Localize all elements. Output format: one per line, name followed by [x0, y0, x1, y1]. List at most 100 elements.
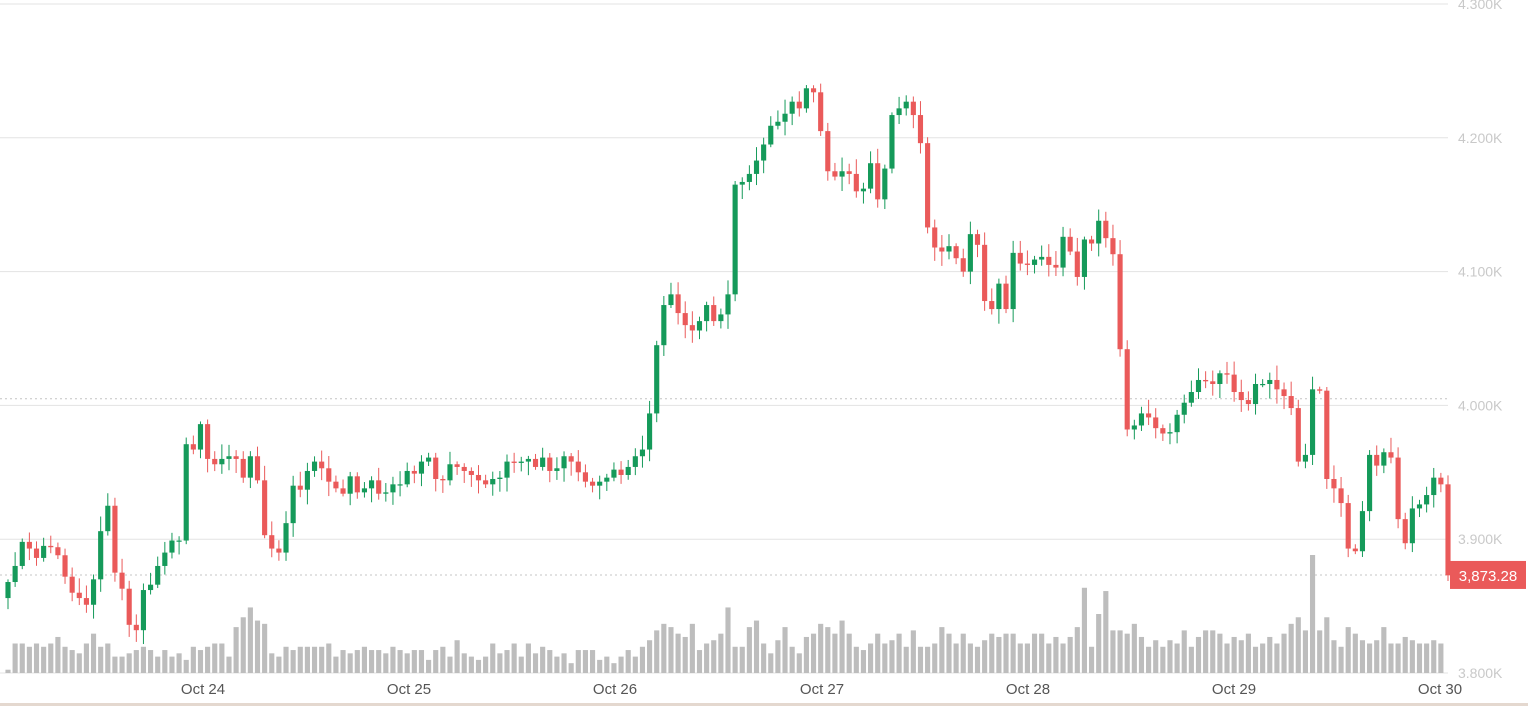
- y-tick-label: 4.100K: [1458, 264, 1503, 280]
- volume-bar: [939, 627, 945, 673]
- volume-bar: [454, 640, 460, 673]
- candle-body: [404, 470, 410, 485]
- candle-body: [368, 480, 375, 489]
- candle-body: [882, 168, 888, 200]
- candle-body: [1324, 390, 1330, 479]
- candle-body: [1281, 389, 1287, 397]
- volume-bar: [1210, 630, 1216, 673]
- volume-bar: [1003, 633, 1009, 673]
- volume-bar: [262, 623, 268, 673]
- candle-body: [1203, 379, 1209, 382]
- candle-body: [910, 101, 916, 116]
- candle-body: [1431, 477, 1437, 496]
- volume-bar: [447, 656, 453, 673]
- volume-bar: [689, 623, 695, 673]
- candle-body: [903, 101, 909, 109]
- volume-bar: [155, 656, 161, 673]
- volume-bar: [511, 643, 517, 673]
- volume-bar: [33, 643, 40, 673]
- candle-body: [1395, 457, 1401, 520]
- volume-bar: [283, 646, 289, 673]
- candle-body: [1117, 254, 1123, 350]
- candle-body: [483, 480, 489, 485]
- candle-body: [1146, 413, 1152, 418]
- candle-body: [1245, 400, 1251, 405]
- candle-body: [853, 173, 859, 192]
- candle-body: [753, 160, 760, 174]
- candle-body: [932, 227, 938, 248]
- volume-bar: [304, 646, 310, 673]
- candle-body: [868, 163, 874, 189]
- volume-bar: [197, 650, 204, 673]
- candle-body: [397, 484, 403, 486]
- candle-body: [1424, 495, 1430, 505]
- volume-bar: [1131, 623, 1137, 673]
- volume-bar: [1174, 643, 1180, 673]
- candle-body: [761, 144, 767, 161]
- volume-bar: [1017, 643, 1023, 673]
- candle-body: [1131, 425, 1137, 430]
- candle-body: [960, 258, 966, 272]
- candle-body: [1267, 379, 1273, 384]
- volume-bar: [910, 630, 916, 673]
- volume-bar: [839, 620, 845, 673]
- candle-body: [689, 325, 695, 331]
- volume-bar: [112, 656, 118, 673]
- volume-bar: [932, 643, 938, 673]
- volume-bar: [1046, 643, 1052, 673]
- volume-bar: [1274, 643, 1280, 673]
- volume-bar: [226, 656, 232, 673]
- volume-bar: [725, 607, 731, 673]
- candle-body: [611, 469, 617, 478]
- candle-body: [939, 247, 945, 252]
- candle-body: [433, 457, 439, 479]
- volume-bar: [333, 656, 339, 673]
- x-tick-label: Oct 24: [181, 681, 225, 698]
- candle-body: [803, 88, 809, 109]
- volume-bar: [1252, 646, 1259, 673]
- volume-bar: [12, 643, 18, 673]
- volume-bar: [1381, 627, 1387, 673]
- volume-bar: [568, 663, 574, 673]
- candle-body: [262, 480, 268, 536]
- volume-bar: [418, 650, 425, 673]
- volume-bar: [1088, 646, 1095, 673]
- candle-body: [283, 523, 289, 553]
- candle-body: [982, 244, 988, 302]
- x-tick-label: Oct 30: [1418, 681, 1462, 698]
- x-tick-label: Oct 29: [1212, 681, 1256, 698]
- volume-bar: [390, 646, 396, 673]
- candle-body: [575, 461, 581, 473]
- volume-bar: [1395, 643, 1401, 673]
- candle-body: [582, 472, 588, 482]
- volume-bar: [1024, 643, 1030, 673]
- candle-body: [974, 234, 981, 245]
- volume-bar: [1160, 646, 1166, 673]
- volume-bar: [426, 659, 432, 673]
- volume-bar: [311, 646, 318, 673]
- volume-bar: [1096, 614, 1102, 673]
- candle-body: [418, 461, 425, 474]
- candle-body: [860, 188, 867, 192]
- candle-body: [846, 171, 852, 174]
- candle-body: [19, 541, 25, 566]
- candle-body: [1402, 519, 1408, 544]
- volume-bar: [1424, 643, 1430, 673]
- candle-body: [704, 305, 710, 322]
- candle-body: [90, 579, 97, 605]
- candle-body: [1167, 432, 1173, 434]
- candle-body: [1081, 239, 1088, 277]
- volume-bar: [326, 643, 332, 673]
- last-price-tag: 3,873.28: [1450, 560, 1526, 589]
- volume-bar: [397, 650, 403, 673]
- volume-bar: [1110, 630, 1116, 673]
- candle-body: [304, 470, 310, 490]
- volume-bar: [597, 659, 603, 673]
- volume-bar: [1238, 640, 1244, 673]
- volume-bar: [26, 646, 32, 673]
- candle-body: [12, 565, 18, 583]
- candle-body: [989, 301, 995, 310]
- volume-bar: [48, 643, 54, 673]
- candle-body: [48, 545, 54, 548]
